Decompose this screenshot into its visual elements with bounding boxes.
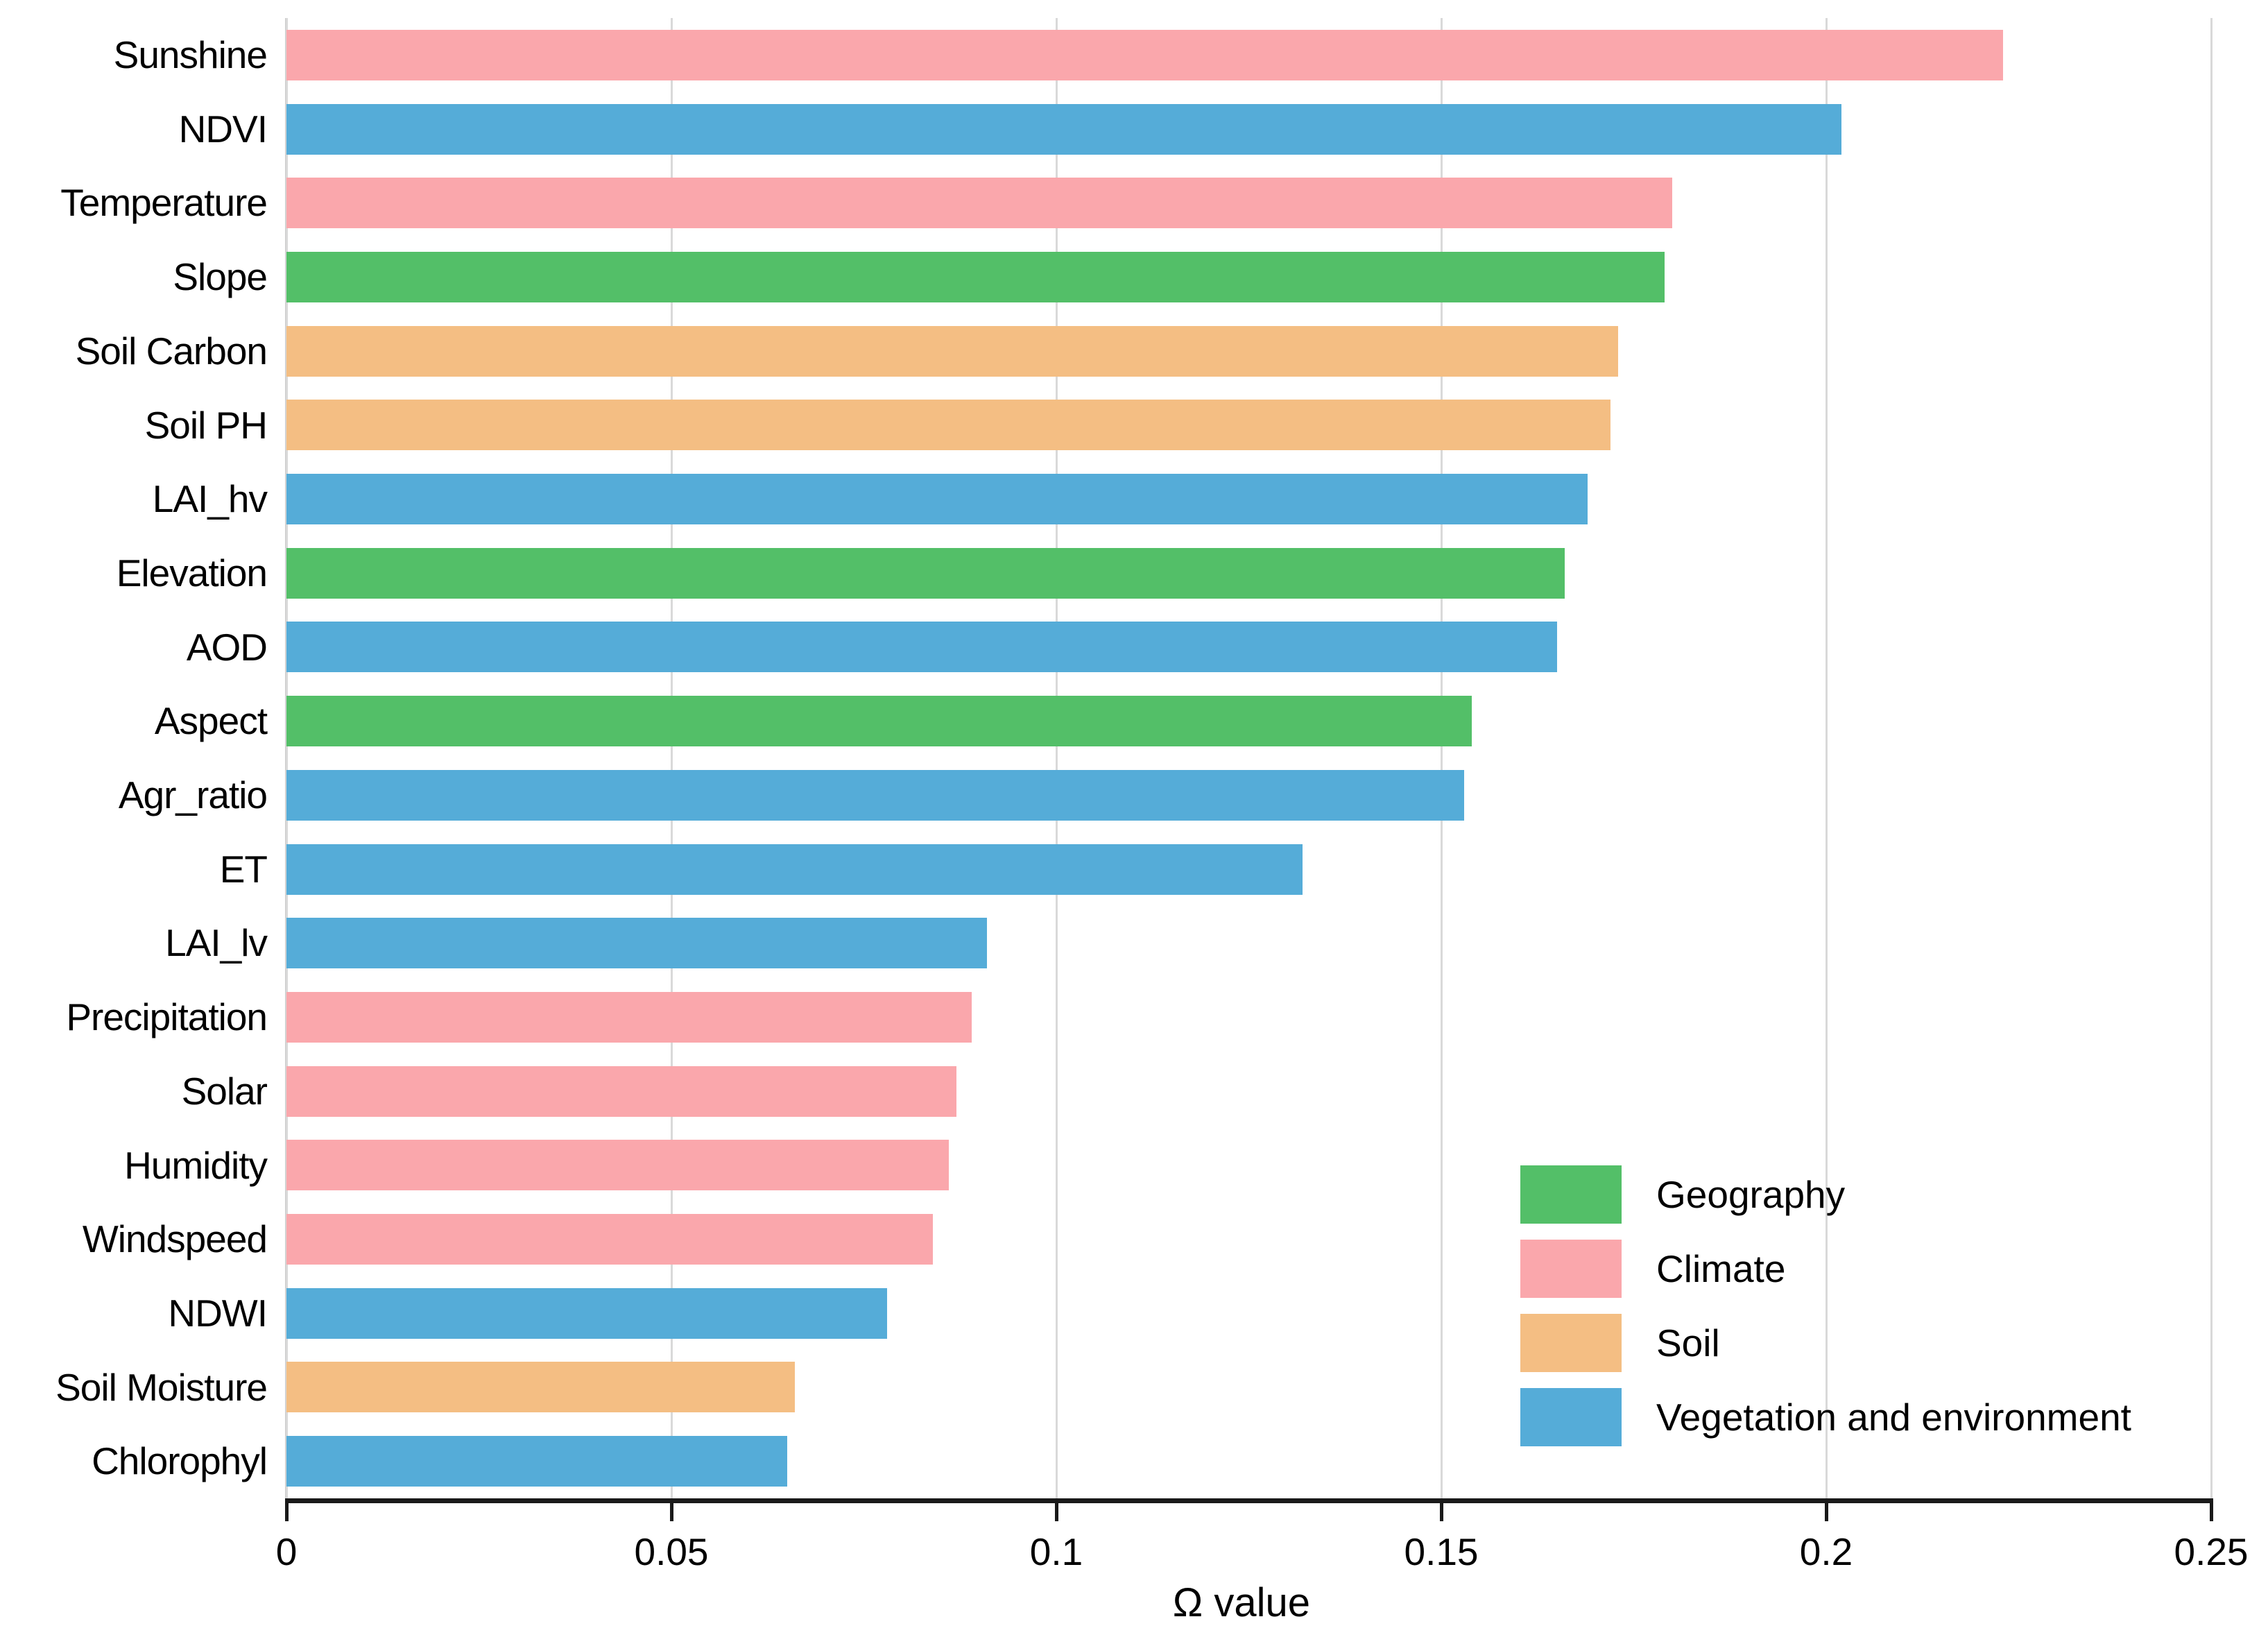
legend-swatch (1520, 1239, 1622, 1298)
x-tick-label-0.2: 0.2 (1799, 1530, 1853, 1573)
x-tick-0.05 (669, 1503, 673, 1521)
gridline-x-0 (285, 18, 288, 1498)
bar-solar (286, 1065, 956, 1117)
x-tick-0 (284, 1503, 289, 1521)
y-label-elevation: Elevation (116, 551, 268, 594)
plot-area (285, 18, 2213, 1498)
legend-swatch (1520, 1387, 1622, 1446)
bar-lai-lv (286, 918, 988, 969)
x-tick-0.15 (1439, 1503, 1443, 1521)
legend-label: Geography (1656, 1172, 1846, 1216)
y-label-windspeed: Windspeed (82, 1217, 268, 1261)
legend-swatch (1520, 1313, 1622, 1372)
y-label-temperature: Temperature (60, 181, 268, 225)
bar-windspeed (286, 1214, 934, 1265)
legend-item-climate: Climate (1520, 1231, 2131, 1306)
y-label-aspect: Aspect (154, 699, 268, 743)
bar-soil-moisture (286, 1362, 795, 1413)
x-axis-title: Ω value (1172, 1580, 1311, 1625)
gridline-x-0.2 (1825, 18, 1828, 1498)
bar-agr-ratio (286, 769, 1465, 821)
y-label-slope: Slope (173, 255, 268, 299)
legend-swatch (1520, 1165, 1622, 1224)
bar-ndvi (286, 103, 1842, 155)
bar-aod (286, 622, 1557, 673)
y-label-aod: AOD (186, 625, 268, 669)
gridline-x-0.15 (1440, 18, 1443, 1498)
y-label-soil-moisture: Soil Moisture (55, 1365, 268, 1409)
legend: Geography Climate Soil Vegetation and envir… (1520, 1157, 2131, 1454)
x-tick-label-0.05: 0.05 (634, 1530, 709, 1573)
bar-soil-ph (286, 400, 1611, 451)
legend-label: Climate (1656, 1247, 1786, 1290)
y-label-precipitation: Precipitation (66, 995, 268, 1039)
bar-elevation (286, 547, 1565, 599)
y-label-ndwi: NDWI (168, 1291, 268, 1335)
y-label-et: ET (219, 847, 268, 891)
y-label-humidity: Humidity (124, 1143, 268, 1187)
x-axis-line (285, 1498, 2213, 1503)
y-label-solar: Solar (181, 1069, 268, 1113)
x-tick-label-0.15: 0.15 (1404, 1530, 1479, 1573)
x-tick-0.2 (1824, 1503, 1828, 1521)
legend-item-vegetation-and-environment: Vegetation and environment (1520, 1380, 2131, 1454)
x-tick-0.25 (2209, 1503, 2213, 1521)
y-label-chlorophyl: Chlorophyl (92, 1439, 268, 1483)
bar-ndwi (286, 1287, 887, 1339)
legend-label: Soil (1656, 1321, 1720, 1364)
y-label-lai-hv: LAI_hv (152, 477, 268, 521)
bar-humidity (286, 1140, 949, 1191)
bar-precipitation (286, 991, 972, 1043)
bar-lai-hv (286, 474, 1588, 525)
x-tick-label-0: 0 (275, 1530, 298, 1573)
gridline-x-0.1 (1055, 18, 1058, 1498)
legend-item-soil: Soil (1520, 1306, 2131, 1380)
bar-chlorophyl (286, 1436, 787, 1487)
bar-et (286, 844, 1303, 895)
bar-temperature (286, 178, 1672, 229)
y-label-soil-ph: Soil PH (144, 403, 268, 447)
x-tick-label-0.1: 0.1 (1029, 1530, 1083, 1573)
bar-soil-carbon (286, 325, 1619, 377)
legend-item-geography: Geography (1520, 1157, 2131, 1231)
y-label-lai-lv: LAI_lv (165, 921, 268, 965)
gridline-x-0.05 (670, 18, 673, 1498)
legend-label: Vegetation and environment (1656, 1395, 2131, 1439)
y-label-agr-ratio: Agr_ratio (118, 773, 268, 816)
x-tick-label-0.25: 0.25 (2174, 1530, 2249, 1573)
y-label-soil-carbon: Soil Carbon (75, 329, 268, 373)
y-label-ndvi: NDVI (178, 107, 268, 151)
bar-aspect (286, 696, 1472, 747)
bar-slope (286, 251, 1665, 302)
bar-sunshine (286, 29, 2004, 80)
y-label-sunshine: Sunshine (113, 33, 268, 76)
gridline-x-0.25 (2210, 18, 2213, 1498)
x-tick-0.1 (1054, 1503, 1058, 1521)
